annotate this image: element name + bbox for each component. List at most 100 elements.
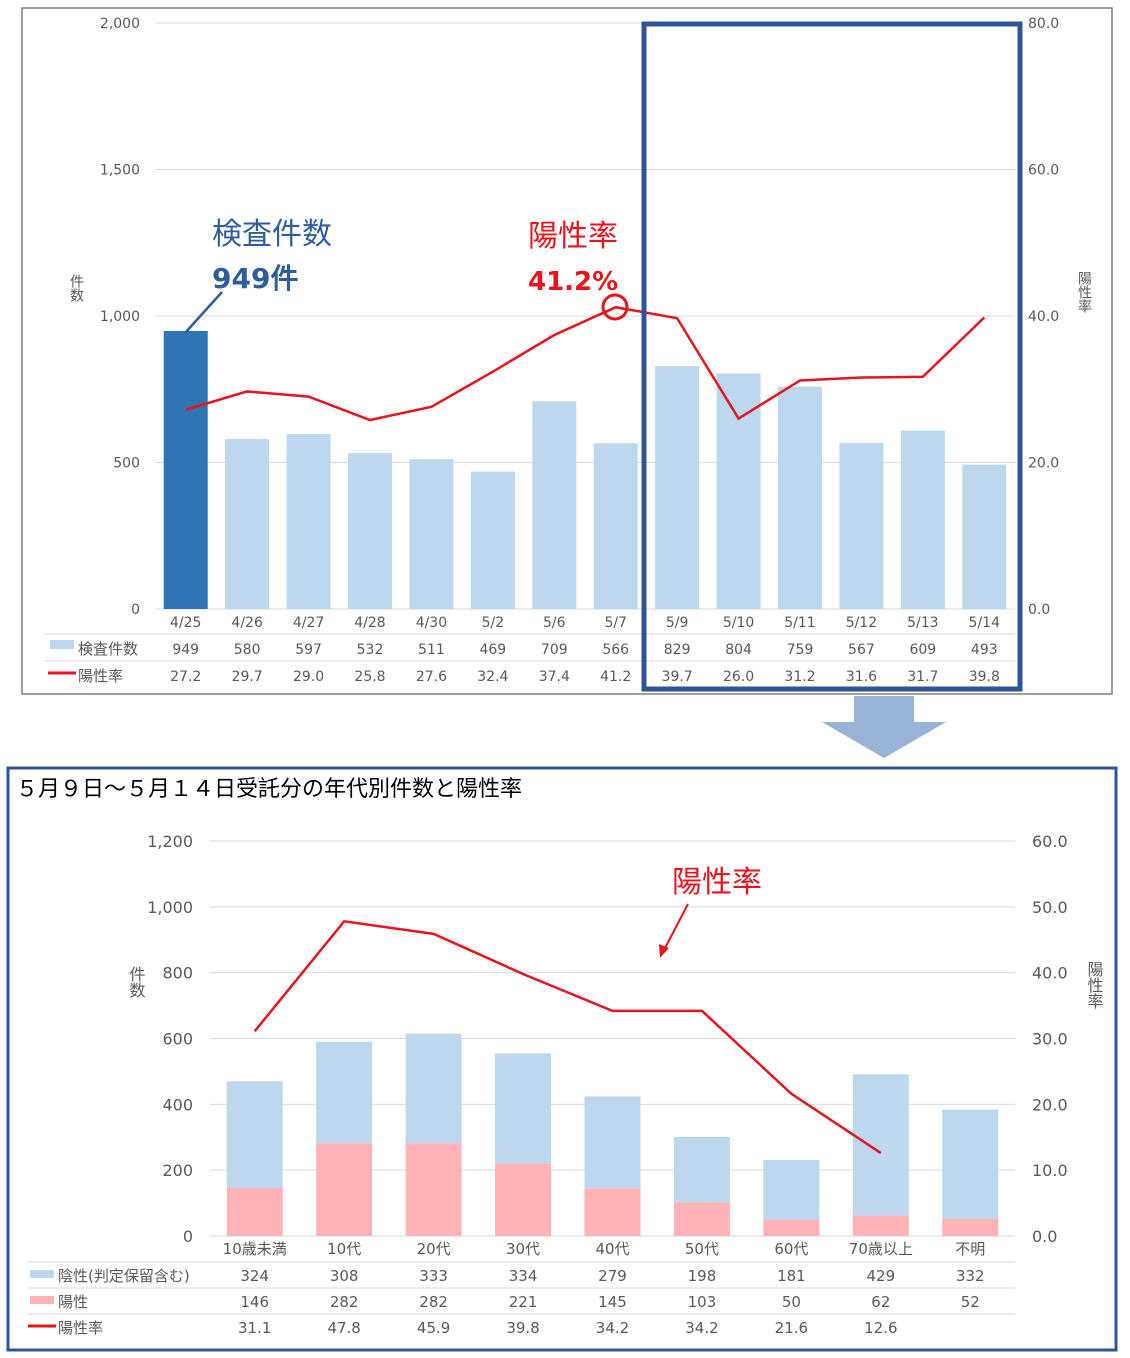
rate-annotation-value: 41.2%	[528, 267, 618, 297]
legend-positive-swatch	[30, 1296, 54, 1304]
y2-tick-label: 60.0	[1032, 832, 1068, 851]
bar-negative-10代	[316, 1041, 373, 1144]
bar-5/12	[839, 442, 884, 609]
top-right-axis-ticks: 0.0 20.0 40.0 60.0 80.0	[1028, 16, 1059, 618]
table-cell: 32.4	[477, 669, 508, 685]
table-row-label: 検査件数	[78, 640, 138, 658]
count-annotation-value: 949件	[212, 262, 298, 295]
table-cell: 511	[418, 642, 445, 658]
table-cell: 12.6	[864, 1319, 897, 1337]
table-cell: 29.0	[293, 669, 324, 685]
table-row-label: 陽性	[58, 1293, 88, 1311]
table-cell: 469	[479, 642, 506, 658]
bottom-left-axis-title: 件数	[127, 966, 146, 998]
table-cell: 609	[909, 642, 936, 658]
y-tick-label: 1,000	[100, 309, 140, 325]
peak-marker-circle	[601, 293, 629, 321]
bar-4/27	[286, 434, 331, 609]
bar-negative-40代	[584, 1096, 641, 1189]
highlight-box	[641, 21, 1023, 692]
category-label: 5/14	[969, 615, 1001, 631]
table-cell: 493	[971, 642, 998, 658]
y-tick-label: 500	[113, 456, 140, 472]
y-tick-label: 2,000	[100, 16, 140, 32]
bottom-rate-line	[253, 919, 882, 1155]
table-cell: 567	[848, 642, 875, 658]
table-cell: 580	[234, 642, 261, 658]
bar-positive-30代	[495, 1163, 552, 1236]
bottom-bars	[226, 1033, 999, 1236]
bar-5/9	[655, 366, 700, 609]
table-cell: 29.7	[232, 669, 263, 685]
bar-positive-40代	[584, 1188, 641, 1236]
y-tick-label: 0	[183, 1227, 193, 1246]
y2-tick-label: 20.0	[1028, 456, 1059, 472]
table-cell: 334	[509, 1267, 538, 1285]
table-cell: 709	[541, 642, 568, 658]
category-label: 70歳以上	[849, 1240, 913, 1258]
y2-tick-label: 0.0	[1032, 1227, 1057, 1246]
table-row-label: 陽性率	[58, 1319, 103, 1337]
bar-4/30	[409, 459, 454, 609]
y2-tick-label: 80.0	[1028, 16, 1059, 32]
y-tick-label: 1,500	[100, 163, 140, 179]
bar-negative-10歳未満	[226, 1081, 283, 1188]
y2-tick-label: 40.0	[1028, 309, 1059, 325]
category-label: 20代	[417, 1240, 451, 1258]
bar-4/26	[225, 439, 270, 609]
category-label: 5/9	[666, 615, 689, 631]
table-row-label: 陽性率	[78, 667, 123, 685]
rate-line	[185, 305, 986, 422]
bar-5/10	[716, 373, 761, 609]
table-cell: 181	[777, 1267, 806, 1285]
top-bars	[163, 330, 1007, 609]
bar-negative-60代	[763, 1159, 820, 1220]
bottom-rate-annotation: 陽性率	[672, 865, 762, 900]
bottom-rate-annotation-arrow	[663, 903, 689, 951]
category-label: 60代	[774, 1240, 808, 1258]
table-row-label: 陰性(判定保留含む)	[58, 1267, 190, 1285]
table-cell: 52	[961, 1293, 980, 1311]
bar-5/14	[962, 464, 1007, 609]
bar-positive-20代	[405, 1143, 462, 1236]
table-cell: 50	[782, 1293, 801, 1311]
bar-negative-70歳以上	[852, 1074, 909, 1216]
top-category-labels: 4/25 4/26 4/27 4/28 4/30 5/2 5/6 5/7 5/9 5/10 5/11…	[170, 615, 1000, 631]
y-tick-label: 200	[162, 1161, 193, 1180]
bar-negative-30代	[495, 1053, 552, 1164]
top-left-axis-ticks: 0 500 1,000 1,500 2,000	[100, 16, 140, 618]
table-cell: 429	[867, 1267, 896, 1285]
y2-tick-label: 20.0	[1032, 1095, 1068, 1114]
table-cell: 282	[330, 1293, 359, 1311]
arrowhead-icon	[659, 944, 669, 958]
y-tick-label: 1,000	[147, 898, 193, 917]
category-label: 不明	[955, 1240, 985, 1258]
table-cell: 566	[602, 642, 629, 658]
table-cell: 103	[688, 1293, 717, 1311]
y-tick-label: 800	[162, 964, 193, 983]
table-cell: 279	[598, 1267, 627, 1285]
count-annotation-leader	[184, 291, 223, 334]
top-rate-line	[185, 305, 986, 422]
table-cell: 146	[240, 1293, 269, 1311]
table-cell: 41.2	[600, 669, 631, 685]
table-cell: 597	[295, 642, 322, 658]
y-tick-label: 600	[162, 1030, 193, 1049]
table-cell: 829	[664, 642, 691, 658]
table-cell: 47.8	[327, 1319, 360, 1337]
rate-line	[253, 919, 882, 1155]
bottom-data-table: 陰性(判定保留含む) 324 308 333 334 279 198 181 429 332 陽性 1…	[28, 1261, 1015, 1337]
table-cell: 31.6	[846, 669, 877, 685]
y2-tick-label: 50.0	[1032, 898, 1068, 917]
table-cell: 62	[871, 1293, 890, 1311]
bar-negative-20代	[405, 1033, 462, 1144]
rate-annotation-title: 陽性率	[528, 219, 618, 254]
bar-positive-10歳未満	[226, 1187, 283, 1236]
table-cell: 31.2	[784, 669, 815, 685]
table-cell: 759	[787, 642, 814, 658]
top-data-table: 検査件数 949 580 597 532 511 469 709 566 829 804 759 567…	[45, 633, 1015, 685]
category-label: 4/25	[170, 615, 201, 631]
bar-5/13	[900, 430, 945, 609]
y2-tick-label: 10.0	[1032, 1161, 1068, 1180]
table-cell: 145	[598, 1293, 627, 1311]
